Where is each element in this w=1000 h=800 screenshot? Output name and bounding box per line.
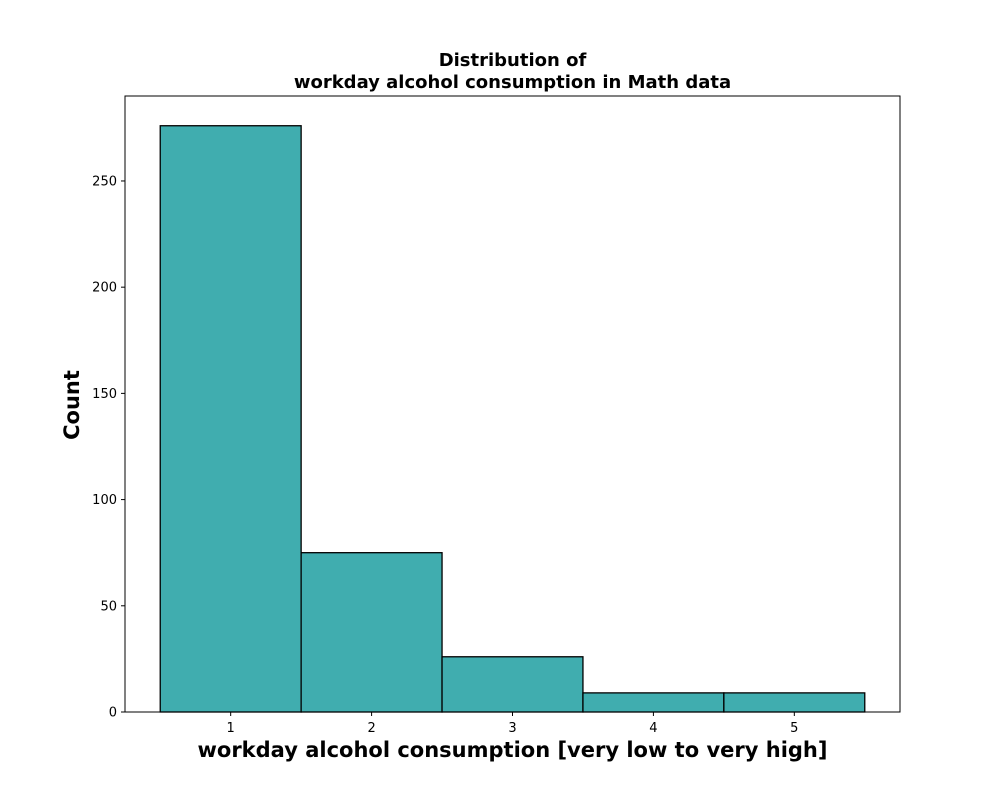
y-tick-label: 200 [92,281,117,296]
chart-title-line-2: workday alcohol consumption in Math data [294,72,731,93]
x-axis-label: workday alcohol consumption [very low to… [198,738,828,762]
y-tick-label: 100 [92,493,117,508]
x-tick-label: 3 [508,721,516,736]
bar-4 [582,692,725,713]
bar-3 [441,656,584,713]
x-tick-label: 2 [367,721,375,736]
chart-title-line-1: Distribution of [439,50,587,71]
bars [159,125,866,713]
bar-5 [723,692,866,713]
plot-frame [124,95,901,713]
y-tick-label: 50 [100,599,117,614]
x-tick-label: 4 [649,721,657,736]
x-tick-label: 5 [790,721,798,736]
bar-1 [159,125,302,713]
y-axis-ticks: 0 50 100 150 200 250 [92,174,125,721]
bar-2 [300,552,443,713]
x-axis-ticks: 1 2 3 4 5 [227,712,798,736]
y-tick-label: 150 [92,387,117,402]
y-axis-label: Count [60,370,84,440]
y-tick-label: 250 [92,174,117,189]
y-tick-label: 0 [109,706,117,721]
x-tick-label: 1 [227,721,235,736]
